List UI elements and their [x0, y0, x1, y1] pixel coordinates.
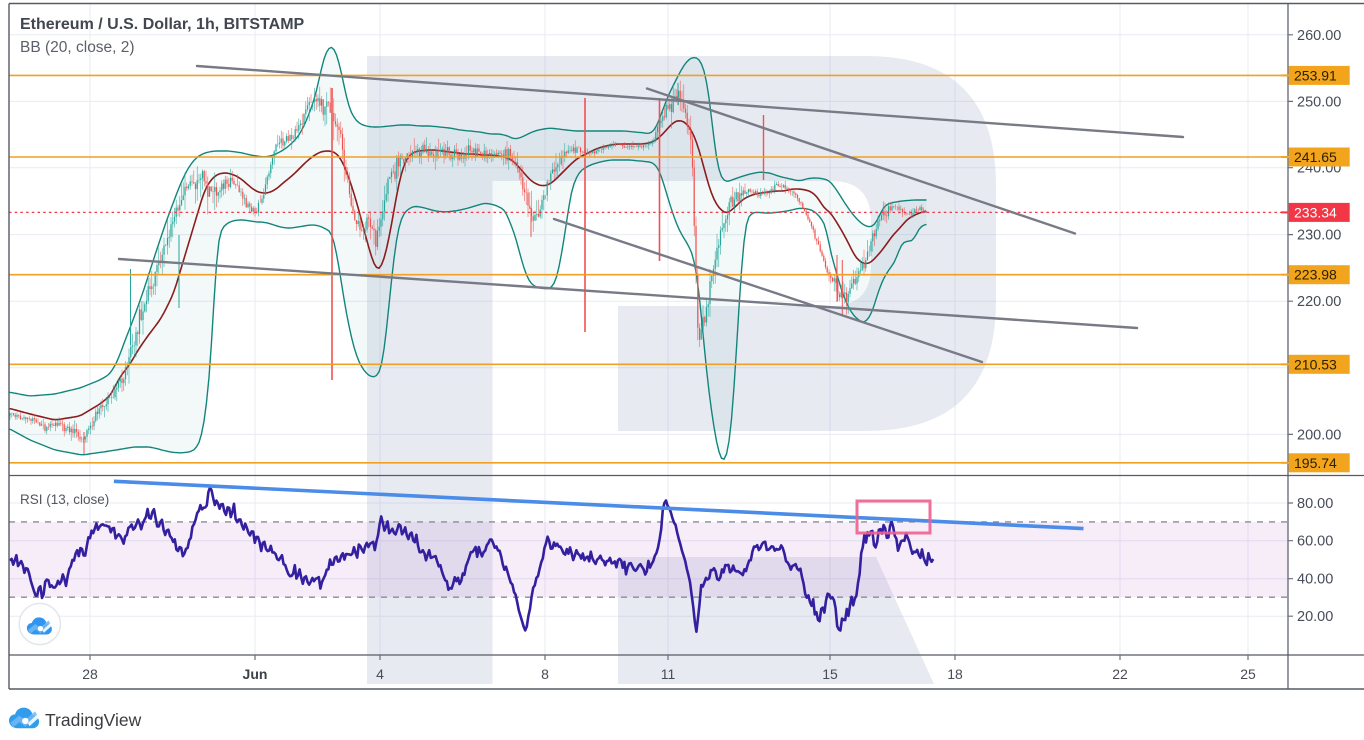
svg-text:25: 25: [1240, 666, 1256, 682]
svg-text:223.98: 223.98: [1294, 267, 1337, 283]
svg-text:210.53: 210.53: [1294, 356, 1337, 372]
svg-text:250.00: 250.00: [1297, 94, 1341, 110]
svg-text:28: 28: [82, 666, 98, 682]
svg-text:195.74: 195.74: [1294, 455, 1337, 471]
svg-text:241.65: 241.65: [1294, 149, 1337, 165]
svg-text:233.34: 233.34: [1294, 204, 1337, 220]
svg-text:TradingView: TradingView: [45, 710, 142, 730]
svg-text:11: 11: [661, 666, 676, 682]
svg-text:260.00: 260.00: [1297, 28, 1341, 44]
svg-text:Ethereum / U.S. Dollar, 1h, BI: Ethereum / U.S. Dollar, 1h, BITSTAMP: [20, 16, 305, 33]
svg-text:60.00: 60.00: [1297, 534, 1333, 550]
svg-text:220.00: 220.00: [1297, 294, 1341, 310]
svg-text:BB (20, close, 2): BB (20, close, 2): [20, 39, 135, 56]
svg-text:253.91: 253.91: [1294, 67, 1337, 83]
svg-text:18: 18: [947, 666, 963, 682]
svg-text:15: 15: [822, 666, 838, 682]
svg-text:4: 4: [376, 666, 384, 682]
svg-text:20.00: 20.00: [1297, 609, 1333, 625]
svg-text:22: 22: [1112, 666, 1128, 682]
svg-text:230.00: 230.00: [1297, 228, 1341, 244]
svg-text:RSI (13, close): RSI (13, close): [20, 492, 109, 507]
svg-text:40.00: 40.00: [1297, 572, 1333, 588]
svg-text:Jun: Jun: [243, 666, 268, 682]
svg-text:200.00: 200.00: [1297, 427, 1341, 443]
svg-text:80.00: 80.00: [1297, 496, 1333, 512]
svg-text:8: 8: [541, 666, 549, 682]
